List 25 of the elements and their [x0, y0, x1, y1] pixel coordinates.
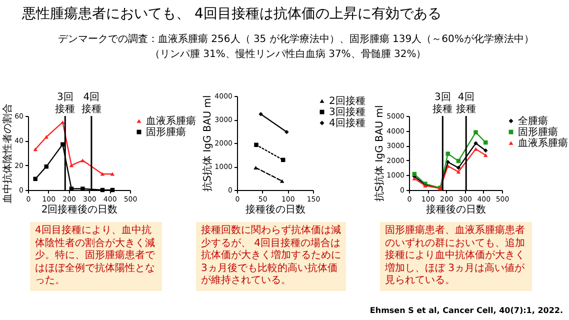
legend-label: 3回接種	[329, 106, 366, 118]
text: 固形腫瘍患者、血液系腫瘍患者のいずれの群においても、追加接種により血中抗体価が大きく増加し、ほぼ 3ヵ月は高い値が見られている。	[380, 222, 532, 290]
legend-label: 4回接種	[329, 117, 366, 129]
ref-line-label: 4回接種	[81, 92, 102, 115]
legend-label: 血液系腫瘍	[518, 137, 568, 149]
legend-label: 2回接種	[329, 95, 366, 107]
ref-line-label: 3回接種	[55, 92, 76, 115]
legend-label: 血液系腫瘍	[146, 115, 196, 127]
x-axis-title: 2回接種後の日数	[41, 204, 118, 216]
legend-label: 固形腫瘍	[146, 126, 186, 138]
legend-label: 固形腫瘍	[518, 126, 558, 138]
text: 接種回数に関わらず抗体価は減少するが、 4回目接種の場合は抗体価が大きく増加するために 3ヵ月後でも比較的高い抗体価が維持されている。	[196, 222, 346, 290]
x-axis-title: 接種後の日数	[426, 204, 486, 216]
x-axis-title: 接種後の日数	[246, 204, 306, 216]
text: （リンパ腫 31%、慢性リンパ性白血病 37%、骨髄腫 32%）	[150, 48, 426, 61]
ref-line-label: 4回接種	[456, 92, 476, 115]
text: Ehmsen S et al, Cancer Cell, 40(7):1, 2022.	[370, 306, 563, 315]
y-axis-title: 血中抗体陰性者の割合	[2, 104, 14, 204]
text: 悪性腫瘍患者においても、 4回目接種は抗体価の上昇に有効である	[22, 5, 442, 23]
y-axis-title: 抗S抗体 IgG BAU ml	[202, 95, 214, 192]
legend-label: 全腫瘍	[518, 115, 548, 127]
ref-line-label: 3回接種	[432, 92, 453, 115]
y-axis-title: 抗S抗体 IgG BAU ml	[374, 105, 386, 202]
text: 4回目接種により、血中抗体陰性者の割合が大きく減少。特に、固形腫瘍患者ではほぼ全例で抗体陽性となった。	[30, 222, 162, 290]
text: デンマークでの調査：血液系腫瘍 256人（ 35 が化学療法中）、固形腫瘍 139人（～60%が化学療法中）	[58, 32, 534, 46]
